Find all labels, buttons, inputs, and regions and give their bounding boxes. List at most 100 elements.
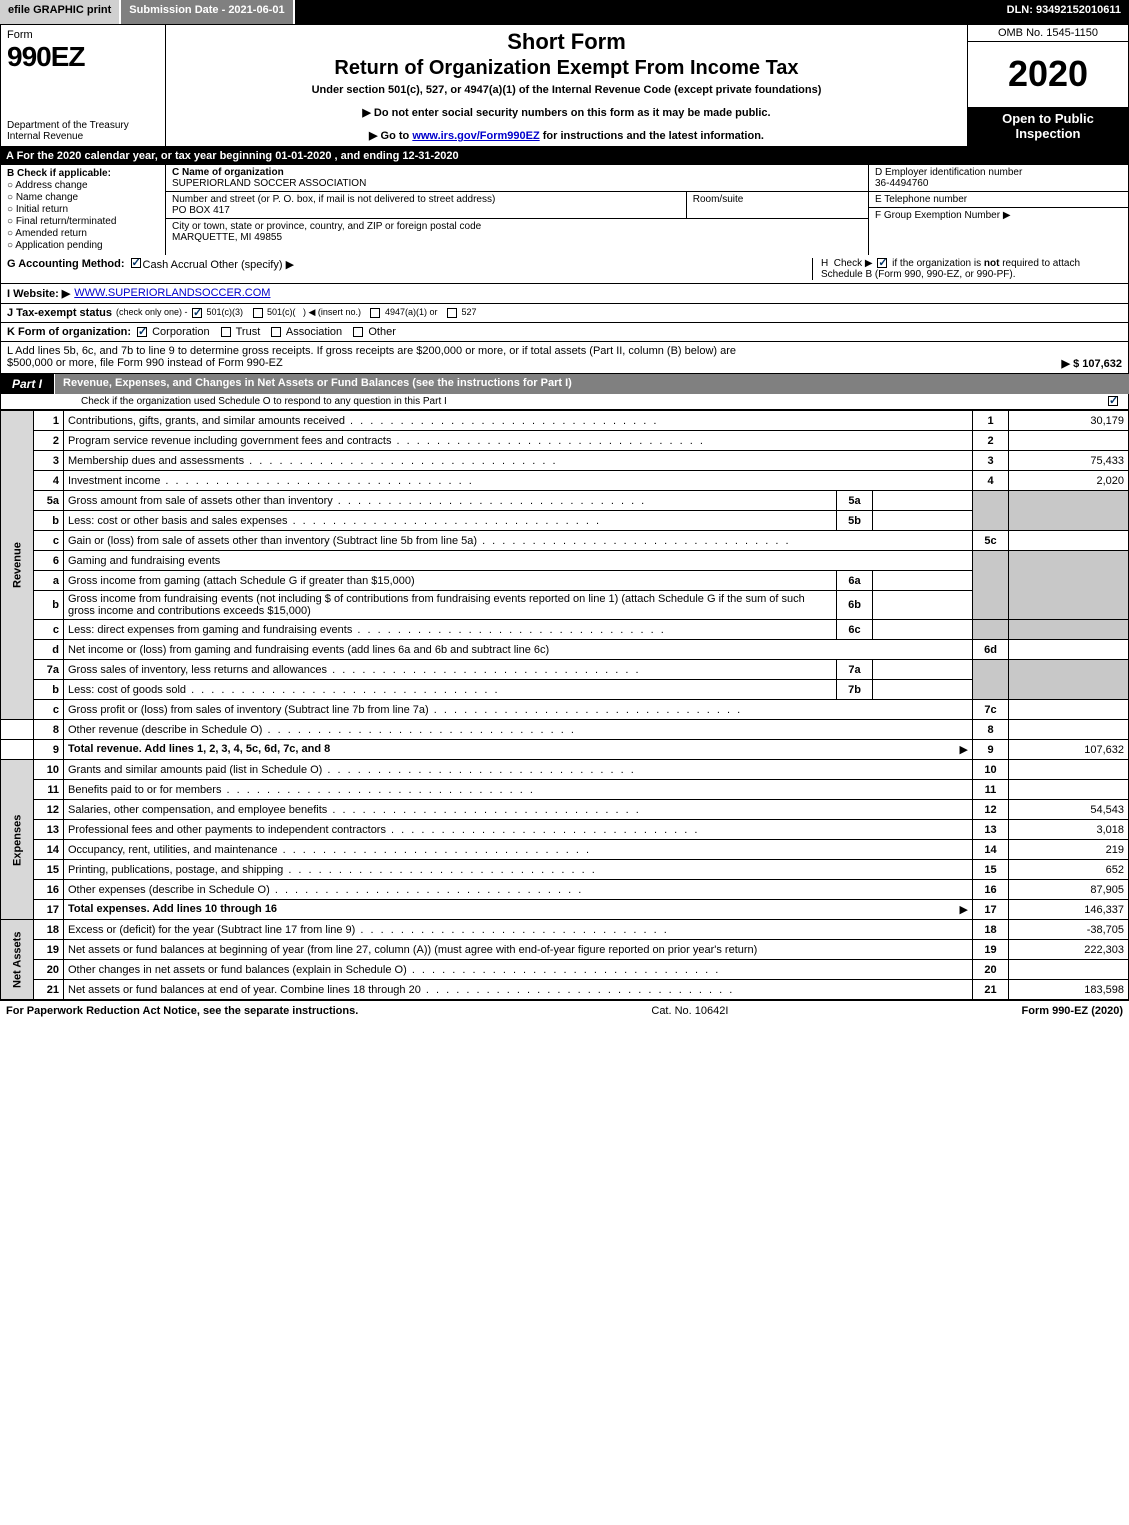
- box-10: 10: [973, 760, 1009, 780]
- ln-4: 4: [34, 471, 64, 491]
- dept-treasury: Department of the Treasury: [7, 120, 129, 131]
- form-header: Form 990EZ Department of the Treasury In…: [0, 24, 1129, 147]
- chk-other[interactable]: [353, 327, 363, 337]
- box-6d: 6d: [973, 640, 1009, 660]
- footer-left: For Paperwork Reduction Act Notice, see …: [6, 1005, 358, 1017]
- info-grid: B Check if applicable: Address change Na…: [0, 165, 1129, 255]
- chk-cash[interactable]: [131, 258, 141, 268]
- shade-5: [973, 491, 1009, 531]
- val-6d: [1009, 640, 1129, 660]
- part1-sub-text: Check if the organization used Schedule …: [81, 396, 447, 407]
- row-k-form-org: K Form of organization: Corporation Trus…: [1, 323, 1128, 342]
- page-footer: For Paperwork Reduction Act Notice, see …: [0, 1000, 1129, 1021]
- h-box: H Check ▶ if the organization is not req…: [812, 258, 1122, 280]
- chk-amended-return[interactable]: Amended return: [7, 228, 159, 239]
- omb-number: OMB No. 1545-1150: [968, 25, 1128, 42]
- ln-6a: a: [34, 571, 64, 591]
- chk-address-change[interactable]: Address change: [7, 180, 159, 191]
- shade-6v: [1009, 551, 1129, 620]
- box-17: 17: [973, 900, 1009, 920]
- val-1: 30,179: [1009, 411, 1129, 431]
- box-18: 18: [973, 920, 1009, 940]
- box-12: 12: [973, 800, 1009, 820]
- header-right: OMB No. 1545-1150 2020 Open to Public In…: [968, 25, 1128, 146]
- box-3: 3: [973, 451, 1009, 471]
- val-20: [1009, 960, 1129, 980]
- ival-5a: [873, 491, 973, 511]
- ibox-6a: 6a: [837, 571, 873, 591]
- irs-link[interactable]: www.irs.gov/Form990EZ: [412, 130, 539, 142]
- desc-11: Benefits paid to or for members: [64, 780, 973, 800]
- desc-16: Other expenses (describe in Schedule O): [64, 880, 973, 900]
- chk-4947[interactable]: [370, 308, 380, 318]
- part1-header: Part I Revenue, Expenses, and Changes in…: [0, 374, 1129, 394]
- ln-12: 12: [34, 800, 64, 820]
- val-10: [1009, 760, 1129, 780]
- val-5c: [1009, 531, 1129, 551]
- org-name-label: C Name of organization: [172, 167, 284, 178]
- row-l-gross: L Add lines 5b, 6c, and 7b to line 9 to …: [1, 342, 1128, 373]
- chk-trust[interactable]: [221, 327, 231, 337]
- val-13: 3,018: [1009, 820, 1129, 840]
- desc-14: Occupancy, rent, utilities, and maintena…: [64, 840, 973, 860]
- box-15: 15: [973, 860, 1009, 880]
- note-goto-post: for instructions and the latest informat…: [540, 130, 764, 142]
- group-exemption-label: F Group Exemption Number ▶: [875, 210, 1011, 221]
- ln-15: 15: [34, 860, 64, 880]
- ln-5c: c: [34, 531, 64, 551]
- val-3: 75,433: [1009, 451, 1129, 471]
- chk-application-pending[interactable]: Application pending: [7, 240, 159, 251]
- chk-501c3[interactable]: [192, 308, 202, 318]
- addr-label: Number and street (or P. O. box, if mail…: [172, 194, 495, 205]
- ibox-5a: 5a: [837, 491, 873, 511]
- desc-18: Excess or (deficit) for the year (Subtra…: [64, 920, 973, 940]
- desc-19: Net assets or fund balances at beginning…: [64, 940, 973, 960]
- desc-5c: Gain or (loss) from sale of assets other…: [64, 531, 973, 551]
- desc-6c: Less: direct expenses from gaming and fu…: [64, 620, 837, 640]
- ln-5b: b: [34, 511, 64, 531]
- chk-corp[interactable]: [137, 327, 147, 337]
- col-b-header: B Check if applicable:: [7, 168, 111, 179]
- val-8: [1009, 720, 1129, 740]
- desc-7a: Gross sales of inventory, less returns a…: [64, 660, 837, 680]
- val-14: 219: [1009, 840, 1129, 860]
- ein-label: D Employer identification number: [875, 167, 1022, 178]
- val-4: 2,020: [1009, 471, 1129, 491]
- part1-sub-check[interactable]: [1106, 396, 1120, 407]
- box-7c: 7c: [973, 700, 1009, 720]
- ibox-7b: 7b: [837, 680, 873, 700]
- val-21: 183,598: [1009, 980, 1129, 1000]
- form-word: Form: [7, 29, 33, 41]
- chk-name-change[interactable]: Name change: [7, 192, 159, 203]
- box-4: 4: [973, 471, 1009, 491]
- title-return: Return of Organization Exempt From Incom…: [172, 57, 961, 80]
- j-label: J Tax-exempt status: [7, 307, 112, 319]
- ival-6b: [873, 591, 973, 620]
- chk-527[interactable]: [447, 308, 457, 318]
- city-label: City or town, state or province, country…: [172, 221, 481, 232]
- chk-h[interactable]: [877, 258, 887, 268]
- website-link[interactable]: WWW.SUPERIORLANDSOCCER.COM: [74, 287, 270, 300]
- tax-year: 2020: [968, 42, 1128, 107]
- section-revenue-label: Revenue: [1, 411, 34, 720]
- desc-6: Gaming and fundraising events: [64, 551, 973, 571]
- ln-6b: b: [34, 591, 64, 620]
- desc-8: Other revenue (describe in Schedule O): [64, 720, 973, 740]
- efile-print-label[interactable]: efile GRAPHIC print: [0, 0, 121, 24]
- ln-7b: b: [34, 680, 64, 700]
- top-bar: efile GRAPHIC print Submission Date - 20…: [0, 0, 1129, 24]
- period-row: A For the 2020 calendar year, or tax yea…: [0, 147, 1129, 165]
- footer-right: Form 990-EZ (2020): [1022, 1005, 1123, 1017]
- val-19: 222,303: [1009, 940, 1129, 960]
- chk-assoc[interactable]: [271, 327, 281, 337]
- val-16: 87,905: [1009, 880, 1129, 900]
- chk-initial-return[interactable]: Initial return: [7, 204, 159, 215]
- chk-501c[interactable]: [253, 308, 263, 318]
- desc-1: Contributions, gifts, grants, and simila…: [64, 411, 973, 431]
- row-j-status: J Tax-exempt status (check only one) - 5…: [1, 304, 1128, 323]
- chk-final-return[interactable]: Final return/terminated: [7, 216, 159, 227]
- desc-5a: Gross amount from sale of assets other t…: [64, 491, 837, 511]
- box-20: 20: [973, 960, 1009, 980]
- row-i-website: I Website: ▶ WWW.SUPERIORLANDSOCCER.COM: [1, 284, 1128, 304]
- box-5c: 5c: [973, 531, 1009, 551]
